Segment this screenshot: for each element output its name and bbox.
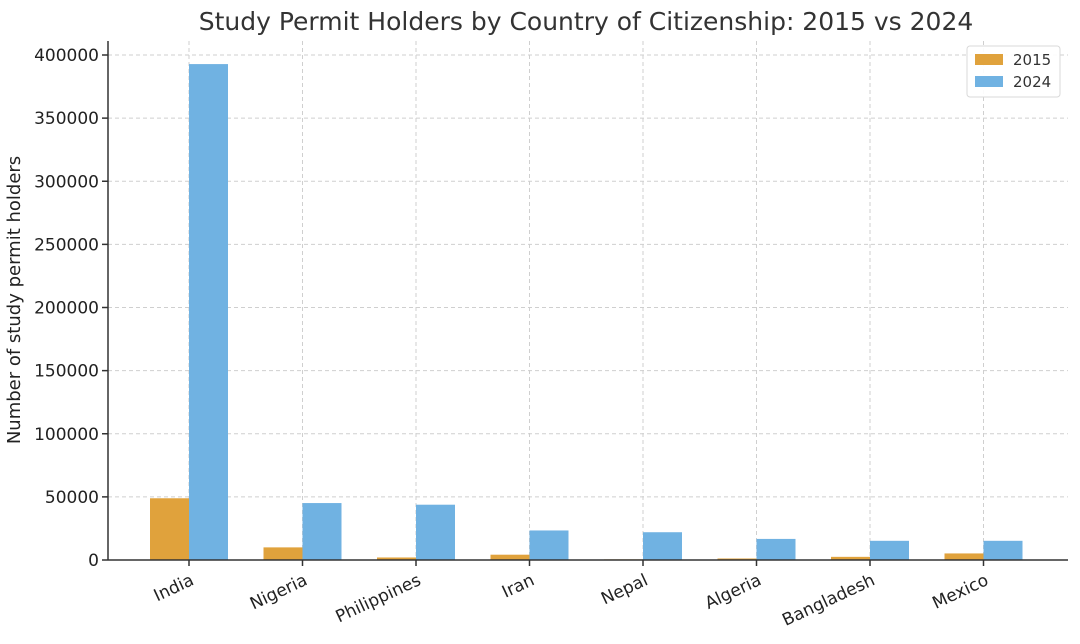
x-tick-label: Algeria (702, 570, 765, 613)
y-tick-label: 150000 (34, 362, 99, 382)
bar-2015-philippines (377, 557, 416, 560)
y-axis-label: Number of study permit holders (4, 156, 25, 444)
x-tick-label: Philippines (333, 570, 425, 627)
x-tick-label: Iran (499, 570, 538, 602)
y-tick-label: 350000 (34, 109, 99, 129)
bar-2024-iran (529, 530, 569, 560)
legend-label-2024: 2024 (1013, 73, 1051, 91)
legend-swatch-2024 (975, 76, 1003, 87)
bar-2015-algeria (717, 558, 757, 560)
legend-swatch-2015 (975, 54, 1003, 65)
x-tick-labels: India Nigeria Philippines Iran Nepal Algeria B… (151, 570, 992, 630)
x-tick-label: Mexico (929, 570, 991, 613)
y-tick-label: 200000 (34, 299, 99, 319)
axes (102, 41, 1068, 566)
bar-2015-iran (490, 554, 530, 560)
bar-2015-india (150, 498, 189, 560)
x-tick-label: Nigeria (247, 570, 311, 614)
bar-2024-bangladesh (870, 540, 909, 560)
y-tick-label: 400000 (34, 46, 99, 66)
grid-lines (108, 41, 1068, 560)
x-tick-label: India (151, 570, 197, 606)
y-tick-labels: 0 50000 100000 150000 200000 250000 300000 3500… (34, 46, 99, 571)
legend-label-2015: 2015 (1013, 51, 1051, 69)
bar-2015-mexico (944, 553, 984, 560)
bar-2024-algeria (756, 538, 796, 560)
x-tick-label: Nepal (598, 570, 651, 609)
y-tick-label: 50000 (45, 488, 99, 508)
bar-2024-philippines (416, 504, 455, 560)
chart-title: Study Permit Holders by Country of Citiz… (199, 7, 974, 36)
bar-2024-nigeria (302, 503, 342, 560)
y-tick-label: 100000 (34, 425, 99, 445)
bar-2015-bangladesh (831, 556, 870, 560)
bars (150, 64, 1023, 560)
legend: 2015 2024 (966, 45, 1061, 98)
x-tick-label: Bangladesh (779, 570, 878, 630)
y-tick-label: 300000 (34, 172, 99, 192)
y-tick-label: 0 (88, 551, 99, 571)
y-tick-label: 250000 (34, 235, 99, 255)
bar-2024-india (189, 64, 228, 560)
bar-2024-nepal (643, 532, 682, 560)
bar-2015-nigeria (263, 547, 303, 560)
bar-2024-mexico (983, 540, 1023, 560)
